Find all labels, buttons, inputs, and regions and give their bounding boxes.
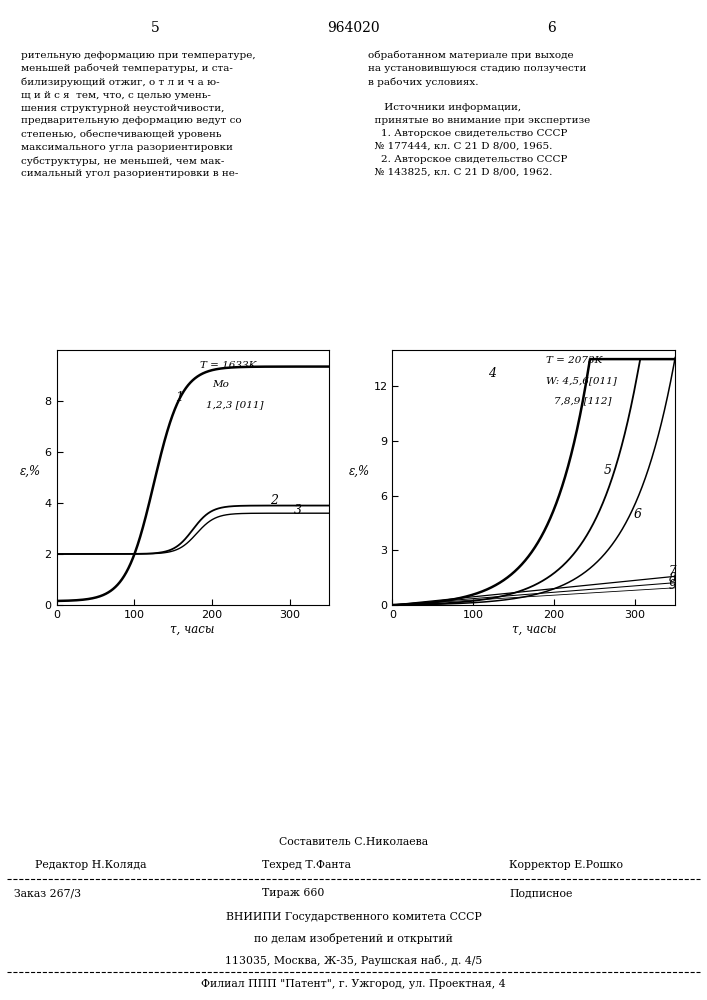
Text: 6: 6 (547, 20, 556, 34)
Text: T = 2073K: T = 2073K (546, 356, 602, 365)
Text: ВНИИПИ Государственного комитета СССР: ВНИИПИ Государственного комитета СССР (226, 912, 481, 922)
Text: Филиал ППП "Патент", г. Ужгород, ул. Проектная, 4: Филиал ППП "Патент", г. Ужгород, ул. Про… (201, 979, 506, 989)
Text: 1: 1 (175, 391, 183, 404)
Y-axis label: ε,%: ε,% (20, 464, 41, 478)
Text: Составитель С.Николаева: Составитель С.Николаева (279, 837, 428, 847)
Text: 3: 3 (294, 504, 302, 517)
Text: Подписное: Подписное (509, 888, 573, 898)
Text: по делам изобретений и открытий: по делам изобретений и открытий (254, 934, 453, 944)
Text: 5: 5 (151, 20, 160, 34)
Text: W: 4,5,6[011]: W: 4,5,6[011] (546, 376, 617, 385)
Text: 9: 9 (669, 579, 676, 592)
Text: 7: 7 (669, 565, 676, 578)
Text: 8: 8 (669, 572, 676, 585)
Text: 4: 4 (488, 367, 496, 380)
Text: Mo: Mo (212, 380, 229, 389)
Text: рительную деформацию при температуре,
меньшей рабочей температуры, и ста-
билизи: рительную деформацию при температуре, ме… (21, 51, 256, 178)
Text: Корректор Е.Рошко: Корректор Е.Рошко (509, 860, 623, 870)
Text: 1,2,3 [011]: 1,2,3 [011] (206, 400, 264, 409)
Text: Техред Т.Фанта: Техред Т.Фанта (262, 860, 351, 870)
Text: 6: 6 (633, 508, 641, 521)
Text: 5: 5 (604, 464, 612, 477)
Text: Заказ 267/3: Заказ 267/3 (14, 888, 81, 898)
Text: обработанном материале при выходе
на установившуюся стадию ползучести
в рабочих : обработанном материале при выходе на уст… (368, 51, 590, 177)
Text: Редактор Н.Коляда: Редактор Н.Коляда (35, 860, 147, 870)
Text: 2: 2 (270, 494, 279, 507)
Text: 964020: 964020 (327, 20, 380, 34)
Text: 113035, Москва, Ж-35, Раушская наб., д. 4/5: 113035, Москва, Ж-35, Раушская наб., д. … (225, 954, 482, 966)
Y-axis label: ε,%: ε,% (349, 464, 370, 478)
X-axis label: τ, часы: τ, часы (170, 623, 215, 636)
Text: T = 1633K: T = 1633K (201, 361, 257, 370)
X-axis label: τ, часы: τ, часы (512, 623, 556, 636)
Text: 7,8,9 [112]: 7,8,9 [112] (554, 396, 612, 405)
Text: Тираж 660: Тираж 660 (262, 888, 324, 898)
